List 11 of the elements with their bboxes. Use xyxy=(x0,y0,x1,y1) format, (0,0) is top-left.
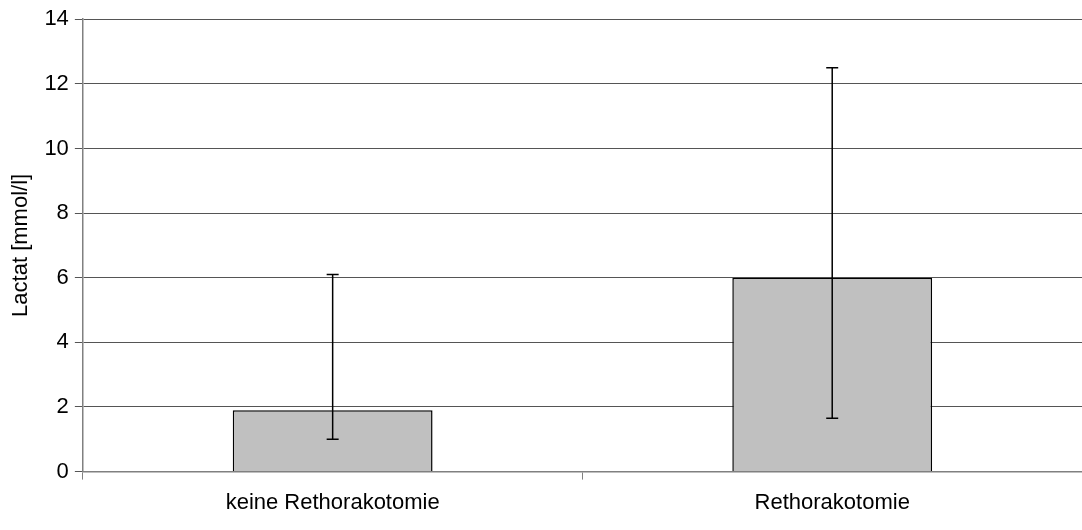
y-tick-label: 2 xyxy=(56,393,69,419)
x-tick-label: Rethorakotomie xyxy=(754,488,910,514)
y-tick-label: 8 xyxy=(56,199,69,225)
y-tick-label: 12 xyxy=(44,69,69,95)
y-tick-label: 0 xyxy=(56,457,69,483)
y-tick-label: 14 xyxy=(44,5,69,31)
y-tick-label: 4 xyxy=(56,328,69,354)
y-axis-title: Lactat [mmol/l] xyxy=(7,173,33,317)
y-tick-label: 10 xyxy=(44,134,69,160)
y-tick-label: 6 xyxy=(56,263,69,289)
x-tick-label: keine Rethorakotomie xyxy=(225,488,440,514)
